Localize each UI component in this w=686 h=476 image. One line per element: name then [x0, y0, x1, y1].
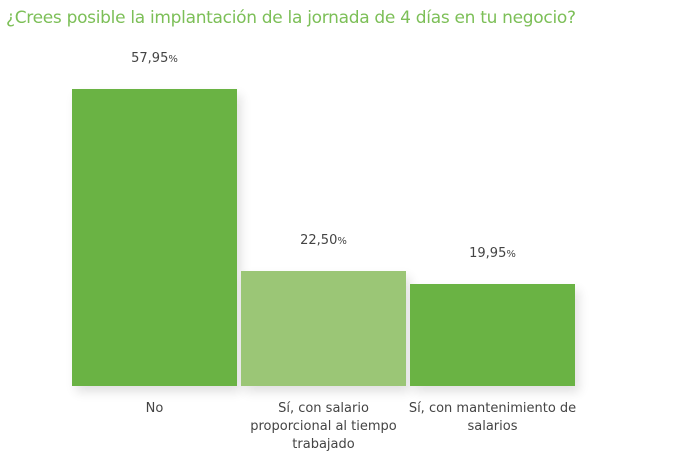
bar-2 — [241, 270, 406, 386]
chart-title: ¿Crees posible la implantación de la jor… — [6, 8, 576, 28]
data-label-unit: % — [506, 248, 516, 260]
data-label-value: 19,95 — [469, 245, 507, 261]
data-label-value: 57,95 — [131, 51, 169, 66]
category-label: Sí, con mantenimiento de salarios — [408, 401, 577, 434]
category-label: No — [145, 401, 164, 416]
bar-3 — [410, 283, 575, 386]
data-label: 57,95% — [72, 51, 237, 66]
data-label-unit: % — [168, 54, 178, 65]
data-label-unit: % — [337, 235, 347, 247]
data-label: 19,95% — [410, 246, 575, 261]
data-label: 22,50% — [241, 233, 406, 248]
category-label: Sí, con salario proporcional al tiempo t… — [250, 401, 397, 452]
data-label-value: 22,50 — [300, 232, 338, 248]
bar-1 — [72, 89, 237, 386]
